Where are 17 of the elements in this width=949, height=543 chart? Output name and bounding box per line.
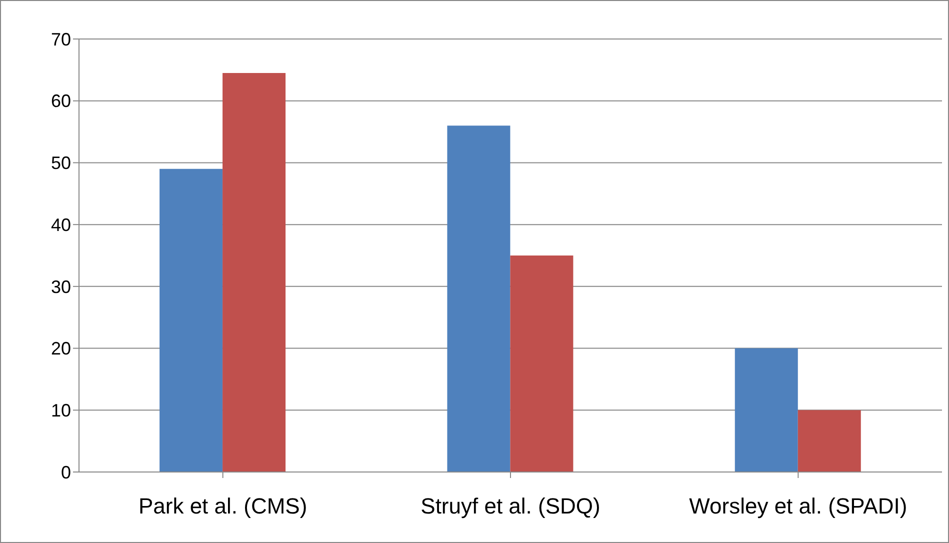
y-tick-label: 10 bbox=[50, 400, 71, 421]
y-tick-label: 40 bbox=[50, 214, 71, 235]
y-tick-label: 30 bbox=[50, 276, 71, 297]
y-tick-label: 50 bbox=[50, 153, 71, 174]
y-tick-label: 60 bbox=[50, 91, 71, 112]
x-tick-label: Worsley et al. (SPADI) bbox=[689, 494, 908, 519]
x-tick-label: Park et al. (CMS) bbox=[138, 494, 308, 519]
y-tick-label: 0 bbox=[60, 462, 71, 482]
bar bbox=[222, 73, 286, 472]
bar bbox=[160, 168, 223, 472]
x-tick-label: Struyf et al. (SDQ) bbox=[420, 494, 600, 519]
bar bbox=[447, 126, 510, 472]
bar bbox=[510, 256, 574, 472]
bar bbox=[734, 348, 798, 472]
bar bbox=[798, 410, 861, 472]
y-tick-label: 20 bbox=[50, 338, 71, 359]
y-tick-label: 70 bbox=[50, 29, 71, 50]
